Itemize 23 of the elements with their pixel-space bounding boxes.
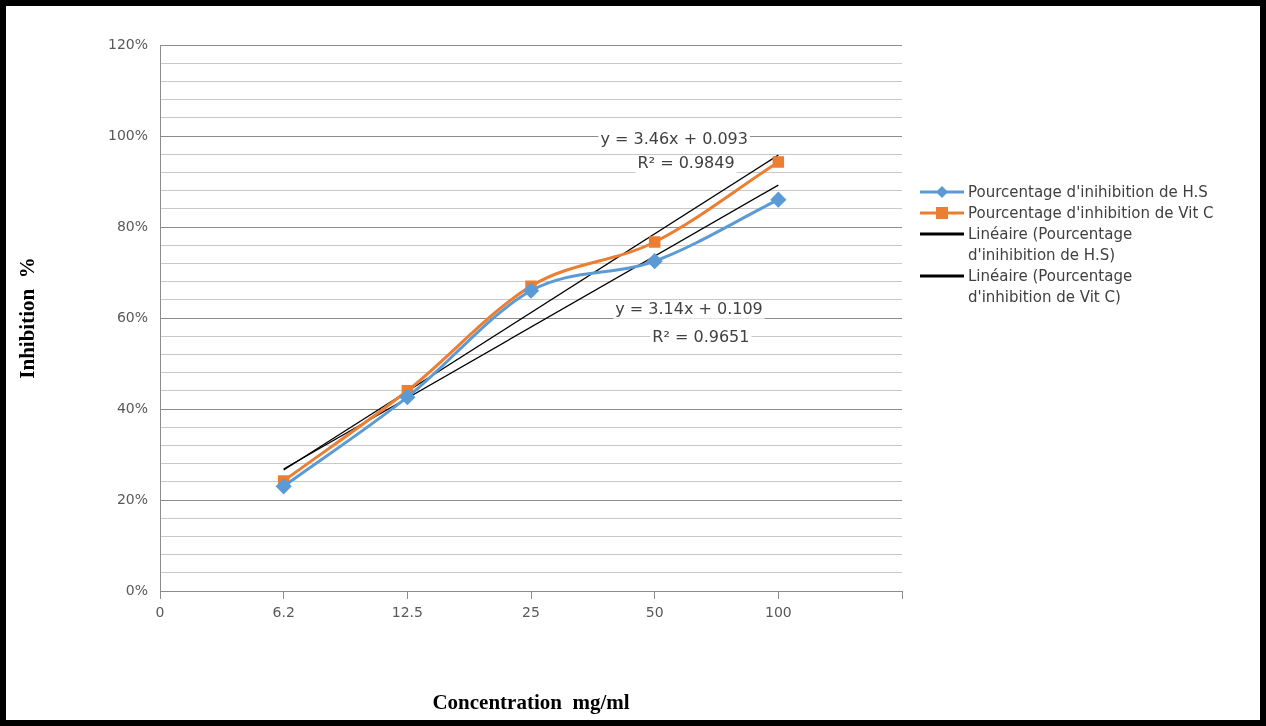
annotation: y = 3.14x + 0.109 [615,298,763,318]
x-axis-title: Concentration mg/ml [432,689,630,714]
y-tick-label: 120% [107,35,148,52]
legend-label: Pourcentage d'inihibition de H.S [968,182,1208,203]
y-tick-label: 100% [107,126,148,143]
x-tick-label: 100 [764,604,792,621]
annotation: R² = 0.9651 [652,327,750,347]
x-tick-label: 25 [522,604,540,621]
x-tick-label: 6.2 [272,604,295,621]
legend-label: Pourcentage d'inhibition de Vit C [968,203,1214,224]
x-tick-label: 0 [155,604,165,621]
y-axis-title: Inhibition % [15,257,40,379]
y-tick-label: 60% [116,308,148,325]
y-tick-label: 0% [125,581,148,598]
annotation: y = 3.46x + 0.093 [600,128,748,148]
legend-label: Linéaire (Pourcentage d'inihibition de H.S) [968,224,1134,266]
legend-label: Linéaire (Pourcentage d'inhibition de Vit C) [968,266,1134,308]
y-tick-label: 20% [116,490,148,507]
y-tick-label: 40% [116,399,148,416]
x-tick-label: 50 [645,604,664,621]
y-tick-label: 80% [116,217,148,234]
annotation: R² = 0.9849 [637,153,735,173]
x-tick-label: 12.5 [391,604,423,621]
